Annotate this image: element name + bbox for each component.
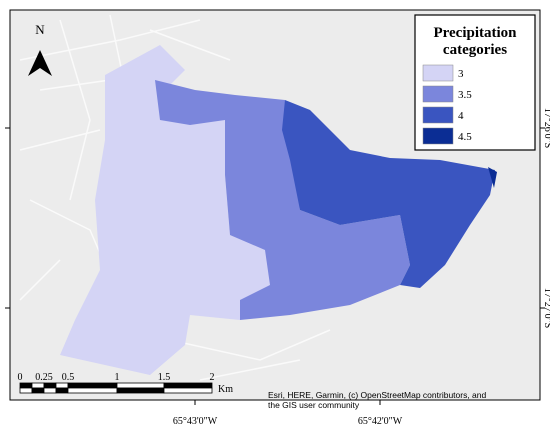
scale-label: 0.5 bbox=[62, 372, 75, 383]
scale-bar: 0 0.25 0.5 1 1.5 2Km bbox=[18, 372, 234, 395]
legend-title: Precipitation bbox=[433, 25, 517, 41]
longitude-label: 65°43'0"W bbox=[173, 416, 218, 427]
attribution: Esri, HERE, Garmin, (c) OpenStreetMap co… bbox=[268, 390, 487, 410]
scale-segment bbox=[19, 382, 33, 389]
legend-swatch bbox=[422, 64, 454, 82]
scale-segment bbox=[31, 387, 45, 394]
precip-region bbox=[60, 45, 275, 375]
north-arrow: N bbox=[28, 22, 52, 76]
scale-unit: Km bbox=[218, 384, 233, 395]
latitude-label: 17°27'0"S bbox=[542, 288, 550, 328]
legend-swatch bbox=[422, 127, 454, 145]
scale-label: 2 bbox=[210, 372, 215, 383]
legend-box bbox=[414, 14, 536, 151]
precip-region bbox=[155, 80, 410, 320]
scale-segment bbox=[163, 382, 213, 389]
coordinate-labels: 65°43'0"W 65°42'0"W 17°26'0"S 17°27'0"S bbox=[5, 108, 550, 427]
legend-label: 4.5 bbox=[458, 131, 472, 143]
scale-segment bbox=[31, 382, 45, 389]
precipitation-regions bbox=[60, 45, 497, 375]
scale-label: 0 bbox=[18, 372, 23, 383]
attribution-line: Esri, HERE, Garmin, (c) OpenStreetMap co… bbox=[268, 390, 487, 400]
latitude-label: 17°26'0"S bbox=[542, 108, 550, 148]
roads bbox=[19, 14, 331, 381]
scale-label: 1 bbox=[115, 372, 120, 383]
legend-label: 3 bbox=[458, 68, 464, 80]
legend-label: 4 bbox=[458, 110, 464, 122]
legend-title: categories bbox=[443, 42, 507, 58]
scale-segment bbox=[43, 387, 57, 394]
scale-segment bbox=[163, 387, 213, 394]
scale-label: 0.25 bbox=[35, 372, 53, 383]
scale-segment bbox=[116, 387, 165, 394]
longitude-label: 65°42'0"W bbox=[358, 416, 403, 427]
precip-region bbox=[282, 100, 495, 288]
precip-region bbox=[488, 167, 497, 188]
scale-segment bbox=[19, 387, 33, 394]
scale-segment bbox=[67, 382, 118, 389]
scale-segment bbox=[43, 382, 57, 389]
legend-label: 3.5 bbox=[458, 89, 472, 101]
scale-segment bbox=[67, 387, 118, 394]
legend-swatch bbox=[422, 106, 454, 124]
attribution-line: the GIS user community bbox=[268, 400, 360, 410]
scale-segment bbox=[116, 382, 165, 389]
scale-label: 1.5 bbox=[158, 372, 171, 383]
north-label: N bbox=[35, 22, 45, 37]
scale-segment bbox=[55, 382, 69, 389]
legend-swatch bbox=[422, 85, 454, 103]
scale-segment bbox=[55, 387, 69, 394]
